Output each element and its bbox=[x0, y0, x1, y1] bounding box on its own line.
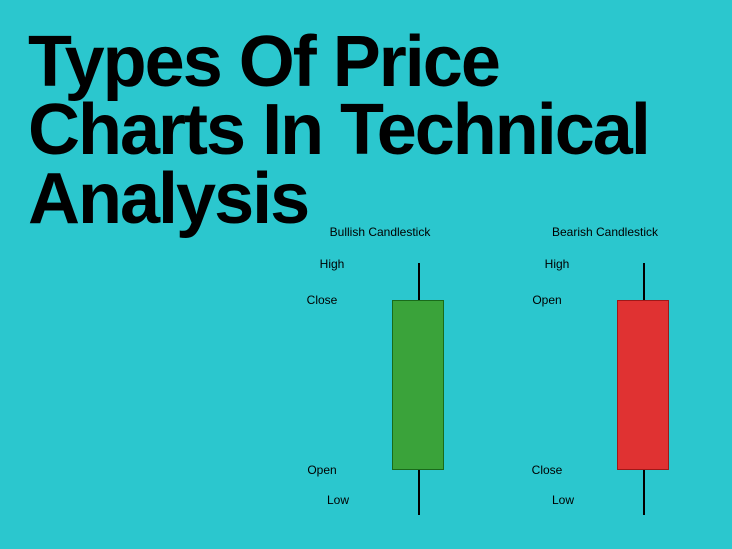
bullish-body bbox=[392, 300, 444, 470]
bearish-candlestick: Bearish Candlestick High Open Close Low bbox=[495, 225, 725, 535]
bearish-close-label: Close bbox=[532, 463, 563, 477]
bullish-candlestick: Bullish Candlestick High Close Open Low bbox=[270, 225, 500, 535]
bullish-title: Bullish Candlestick bbox=[330, 225, 431, 239]
page-title: Types Of Price Charts In Technical Analy… bbox=[28, 28, 732, 233]
bearish-title: Bearish Candlestick bbox=[552, 225, 658, 239]
bullish-high-label: High bbox=[320, 257, 345, 271]
bullish-close-label: Close bbox=[307, 293, 338, 307]
bearish-open-label: Open bbox=[532, 293, 561, 307]
bearish-low-label: Low bbox=[552, 493, 574, 507]
bullish-open-label: Open bbox=[307, 463, 336, 477]
bearish-high-label: High bbox=[545, 257, 570, 271]
bearish-body bbox=[617, 300, 669, 470]
bullish-low-label: Low bbox=[327, 493, 349, 507]
